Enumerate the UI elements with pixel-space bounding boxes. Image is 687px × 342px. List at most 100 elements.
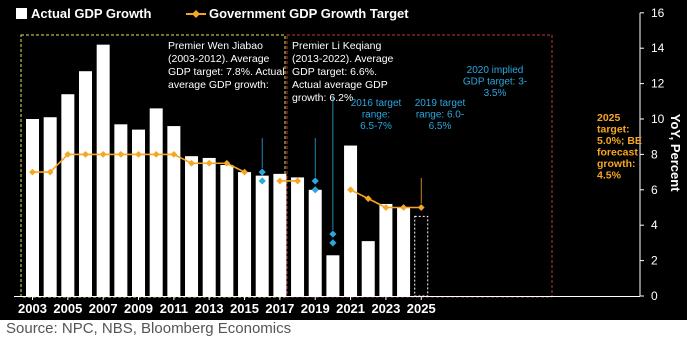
target-marker-2010 <box>152 151 160 158</box>
bar-2016 <box>255 175 269 296</box>
bar-2004 <box>43 117 57 296</box>
bar-2022 <box>361 241 375 296</box>
bar-2013 <box>202 157 216 296</box>
x-tick-label-2005: 2005 <box>53 301 82 316</box>
li-annotation-line-5: growth: 6.2% <box>292 92 353 104</box>
y-tick-label-14: 14 <box>651 41 665 55</box>
range-2019-annotation-line-3: 6.5% <box>429 121 452 132</box>
bar-2006 <box>79 71 93 297</box>
target-marker-2013 <box>205 159 213 167</box>
bar-2024 <box>397 207 411 296</box>
target-2025-annotation-line-6: 4.5% <box>597 170 622 182</box>
legend-bars-label: Actual GDP Growth <box>31 6 151 21</box>
bar-2023 <box>379 203 393 296</box>
target-marker-2012 <box>188 159 195 167</box>
bar-2010 <box>149 108 163 296</box>
target-marker-2022 <box>364 195 372 203</box>
range-marker-2016-low <box>258 177 266 185</box>
li-annotation-line-1: Premier Li Keqiang <box>292 40 381 52</box>
target-marker-2025 <box>417 204 425 211</box>
target-marker-2004 <box>46 168 54 176</box>
y-tick-label-8: 8 <box>651 147 658 161</box>
bar-2017 <box>273 173 287 296</box>
x-tick-label-2011: 2011 <box>160 301 188 316</box>
target-2025-annotation-line-4: forecast <box>597 147 638 159</box>
gdp-growth-chart: 2003 2005 2007 2009 2011 2013 2015 2017 2019 2021… <box>0 0 687 320</box>
target-marker-2018 <box>294 177 301 185</box>
target-2025-annotation-line-2: target: <box>597 124 630 136</box>
bar-2018 <box>291 177 305 296</box>
li-annotation-line-3: GDP target: 6.6%. <box>292 66 377 78</box>
bar-2012 <box>185 156 199 296</box>
range-marker-2020-high <box>329 230 337 238</box>
bar-2008 <box>114 124 128 296</box>
y-tick-label-0: 0 <box>651 289 658 303</box>
legend-line-marker <box>192 10 200 18</box>
bar-2011 <box>167 126 181 296</box>
y-tick-label-2: 2 <box>651 254 658 268</box>
bar-2009 <box>132 129 146 296</box>
chart-svg: 2003 2005 2007 2009 2011 2013 2015 2017 2019 2021… <box>14 6 683 316</box>
bar-2021 <box>344 145 358 296</box>
target-marker-2011 <box>170 151 178 158</box>
x-tick-label-2013: 2013 <box>195 301 224 316</box>
x-tick-label-2009: 2009 <box>124 301 153 316</box>
x-tick-label-2023: 2023 <box>371 301 400 316</box>
implied-2020-annotation-line-1: 2020 implied <box>467 65 524 76</box>
y-tick-label-6: 6 <box>651 183 658 197</box>
range-2019-annotation-line-1: 2019 target <box>415 98 466 109</box>
target-marker-2006 <box>82 151 89 158</box>
y-axis-label: YoY, Percent <box>668 114 683 192</box>
implied-2020-annotation-line-3: 3.5% <box>484 88 507 99</box>
x-tick-label-2021: 2021 <box>336 301 365 316</box>
range-marker-2019-low <box>311 186 319 194</box>
target-marker-2014 <box>223 159 231 167</box>
bar-2003 <box>26 119 39 296</box>
bar-2020 <box>326 255 340 296</box>
legend-line-label: Government GDP Growth Target <box>209 6 409 21</box>
wen-annotation-line-4: average GDP growth: <box>168 79 269 91</box>
target-2025-annotation-line-3: 5.0%; BE <box>597 135 642 147</box>
bar-2015 <box>238 172 252 296</box>
x-tick-label-2017: 2017 <box>265 301 294 316</box>
range-2016-annotation-line-3: 6.5-7% <box>360 121 392 132</box>
wen-annotation-line-1: Premier Wen Jiabao <box>168 40 263 52</box>
target-marker-2015 <box>241 168 248 176</box>
range-marker-2020-low <box>329 239 337 247</box>
target-marker-2021 <box>347 186 354 194</box>
wen-annotation-line-2: (2003-2012). Average <box>168 53 270 65</box>
target-marker-2024 <box>400 204 407 211</box>
source-note: Source: NPC, NBS, Bloomberg Economics <box>6 320 292 337</box>
target-2025-annotation-line-1: 2025 <box>597 112 621 124</box>
range-marker-2016-high <box>258 168 266 176</box>
target-marker-2005 <box>64 151 72 158</box>
bar-2014 <box>220 165 234 296</box>
y-tick-label-10: 10 <box>651 112 665 126</box>
y-tick-label-4: 4 <box>651 218 658 232</box>
range-2019-annotation-line-2: range: 6.0- <box>416 110 464 121</box>
implied-2020-annotation-line-2: GDP target: 3- <box>463 77 527 88</box>
forecast-bar-2025 <box>414 215 429 297</box>
range-2016-annotation-line-2: range: <box>362 110 390 121</box>
x-tick-label-2007: 2007 <box>89 301 118 316</box>
target-2025-annotation-line-5: growth: <box>597 158 636 170</box>
target-marker-2009 <box>135 151 142 158</box>
range-2016-annotation-line-1: 2016 target <box>351 98 402 109</box>
y-tick-label-16: 16 <box>651 6 665 20</box>
x-tick-label-2019: 2019 <box>301 301 330 316</box>
target-marker-2003 <box>29 168 36 176</box>
x-tick-label-2015: 2015 <box>230 301 259 316</box>
target-marker-2008 <box>117 151 125 158</box>
y-tick-label-12: 12 <box>651 77 665 91</box>
wen-annotation-line-3: GDP target: 7.8%. Actual <box>168 66 285 78</box>
x-tick-label-2003: 2003 <box>18 301 47 316</box>
target-marker-2007 <box>99 151 107 158</box>
li-period-box <box>286 34 553 298</box>
x-tick-label-2025: 2025 <box>407 301 436 316</box>
target-marker-2023 <box>382 204 390 211</box>
li-annotation-line-2: (2013-2022). Average <box>292 53 394 65</box>
bar-2019 <box>308 189 322 296</box>
target-marker-2017 <box>276 177 284 185</box>
li-annotation-line-4: Actual average GDP <box>292 79 388 91</box>
legend-bars-swatch <box>16 8 27 19</box>
